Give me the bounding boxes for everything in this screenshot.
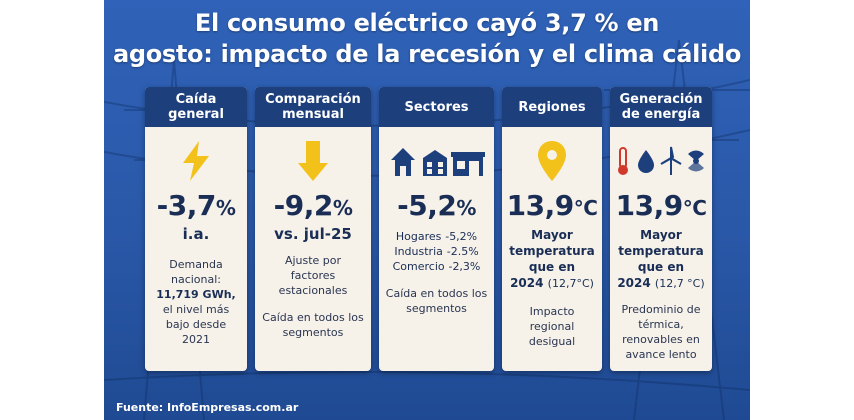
page-title: El consumo eléctrico cayó 3,7 % en agost…	[104, 8, 750, 70]
infographic-poster: El consumo eléctrico cayó 3,7 % en agost…	[104, 0, 750, 420]
card-value: -3,7%	[156, 189, 236, 222]
card-value: 13,9°C	[506, 189, 598, 222]
card-generacion-energia: Generación de energía 13,9°C Mayor tempe…	[610, 87, 712, 371]
card-text: Predominio de térmica, renovables en ava…	[621, 303, 701, 361]
card-value: -9,2%	[273, 189, 353, 222]
title-line-2: agosto: impacto de la recesión y el clim…	[112, 40, 742, 68]
card-value: -5,2%	[397, 189, 476, 222]
card-header: Generación de energía	[610, 87, 712, 127]
card-header: Sectores	[379, 87, 494, 127]
card-header: Regiones	[502, 87, 602, 127]
title-line-1: El consumo eléctrico cayó 3,7 % en	[194, 9, 660, 37]
sectors-list: Hogares -5,2% Industria -2.5% Comercio -…	[379, 229, 494, 274]
card-text-2: Caída en todos los segmentos	[262, 311, 364, 339]
location-pin-icon	[502, 139, 602, 183]
card-text: Caída en todos los segmentos	[385, 287, 488, 315]
card-sectores: Sectores -5,2% Hogares -5,2% In	[379, 87, 494, 371]
card-sub: i.a.	[182, 225, 210, 243]
card-text: Ajuste por factores estacionales	[278, 254, 348, 297]
sector-row: Comercio -2,3%	[392, 260, 481, 273]
temp-comparison: Mayor temperatura que en 2024 (12,7°C)	[509, 228, 595, 290]
buildings-icon	[379, 139, 494, 183]
temp-comparison: Mayor temperatura que en 2024 (12,7 °C)	[617, 228, 705, 290]
card-header: Caída general	[145, 87, 247, 127]
card-text: Impacto regional desigual	[528, 305, 576, 348]
card-sub: vs. jul-25	[274, 225, 352, 243]
card-value: 13,9°C	[615, 189, 707, 222]
sector-row: Hogares -5,2%	[395, 230, 478, 243]
sector-row: Industria -2.5%	[394, 245, 479, 258]
card-text: Demanda nacional: 11,719 GWh, el nivel m…	[156, 258, 236, 346]
energy-sources-icon	[610, 139, 712, 183]
card-caida-general: Caída general -3,7% i.a. Demanda naciona…	[145, 87, 247, 371]
down-arrow-icon	[255, 139, 371, 183]
source-credit: Fuente: InfoEmpresas.com.ar	[116, 401, 299, 414]
card-comparacion-mensual: Comparación mensual -9,2% vs. jul-25 Aju…	[255, 87, 371, 371]
lightning-icon	[145, 139, 247, 183]
card-regiones: Regiones 13,9°C Mayor temperatura que en…	[502, 87, 602, 371]
card-header: Comparación mensual	[255, 87, 371, 127]
